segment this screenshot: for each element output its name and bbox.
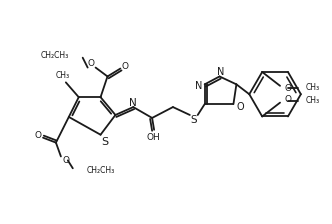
Text: OH: OH — [146, 133, 160, 142]
Text: CH₃: CH₃ — [306, 83, 320, 92]
Text: S: S — [101, 137, 108, 147]
Text: CH₃: CH₃ — [56, 71, 70, 80]
Text: CH₃: CH₃ — [306, 96, 320, 105]
Text: CH₂CH₃: CH₂CH₃ — [87, 166, 115, 175]
Text: N: N — [217, 67, 224, 77]
Text: N: N — [195, 81, 203, 91]
Text: O: O — [35, 131, 42, 140]
Text: N: N — [129, 98, 137, 108]
Text: O: O — [237, 102, 244, 112]
Text: O: O — [87, 59, 94, 68]
Text: O: O — [122, 62, 129, 71]
Text: O: O — [284, 84, 291, 93]
Text: O: O — [62, 156, 69, 165]
Text: S: S — [191, 115, 197, 125]
Text: O: O — [284, 95, 291, 104]
Text: CH₂CH₃: CH₂CH₃ — [41, 51, 69, 60]
